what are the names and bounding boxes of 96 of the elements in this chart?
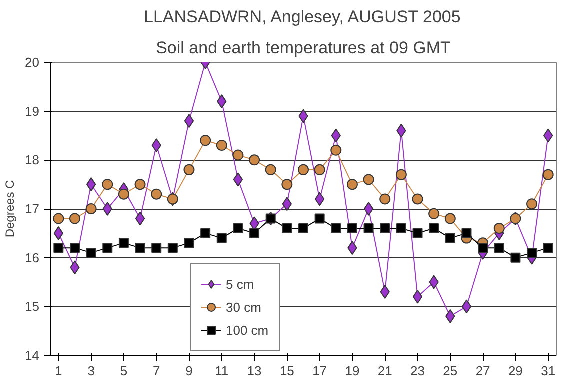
legend-label: 5 cm xyxy=(226,276,254,292)
point xyxy=(282,179,293,190)
point xyxy=(314,164,326,176)
point xyxy=(444,213,456,224)
point xyxy=(168,243,178,254)
point xyxy=(102,243,113,254)
point xyxy=(543,243,554,254)
point xyxy=(429,224,440,234)
point xyxy=(250,228,260,238)
x-tick-label: 15 xyxy=(280,364,294,378)
point xyxy=(53,213,64,224)
chart-title: LLANSADWRN, Anglesey, AUGUST 2005 xyxy=(144,8,461,26)
y-tick-label: 17 xyxy=(25,202,40,216)
point xyxy=(135,243,146,254)
point xyxy=(86,248,96,258)
point xyxy=(118,238,129,248)
point xyxy=(86,204,97,214)
point xyxy=(282,224,292,234)
x-tick-label: 29 xyxy=(508,364,523,378)
point xyxy=(363,174,374,186)
x-tick-label: 9 xyxy=(186,364,193,378)
point xyxy=(134,179,146,190)
chart-subtitle: Soil and earth temperatures at 09 GMT xyxy=(156,38,451,58)
y-axis-title: Degrees C xyxy=(3,180,18,238)
y-tick-label: 20 xyxy=(25,55,40,70)
x-tick-label: 11 xyxy=(215,364,229,378)
point xyxy=(70,243,80,254)
point xyxy=(478,243,488,254)
point xyxy=(184,238,194,248)
point xyxy=(69,213,80,224)
point xyxy=(184,114,194,128)
point xyxy=(396,169,407,180)
x-tick-label: 17 xyxy=(312,364,328,378)
point xyxy=(412,194,424,205)
x-tick-label: 5 xyxy=(120,364,128,378)
point xyxy=(200,228,211,238)
point xyxy=(232,150,244,161)
point xyxy=(330,144,342,156)
point xyxy=(200,135,212,146)
point xyxy=(331,224,342,234)
point xyxy=(233,172,244,187)
point xyxy=(494,243,504,254)
point xyxy=(445,233,456,244)
point xyxy=(428,208,440,220)
point xyxy=(494,223,505,234)
point xyxy=(462,228,472,238)
legend-label: 30 cm xyxy=(226,300,262,314)
x-tick-label: 25 xyxy=(443,364,458,378)
point xyxy=(412,228,423,238)
x-tick-label: 19 xyxy=(345,364,360,378)
x-tick-label: 1 xyxy=(55,364,62,378)
point xyxy=(364,224,374,234)
point xyxy=(216,233,227,244)
x-tick-label: 21 xyxy=(378,364,392,378)
x-tick-label: 23 xyxy=(410,364,425,378)
point xyxy=(542,169,554,180)
point xyxy=(364,202,374,216)
x-tick-label: 31 xyxy=(541,364,556,378)
x-tick-label: 13 xyxy=(247,364,262,378)
point xyxy=(298,224,308,234)
point xyxy=(462,300,472,314)
point xyxy=(396,224,406,234)
point xyxy=(184,164,195,176)
point xyxy=(346,179,358,190)
point xyxy=(510,252,521,263)
point xyxy=(314,192,325,206)
x-tick-label: 27 xyxy=(476,364,490,378)
point xyxy=(412,290,423,304)
point xyxy=(527,248,538,258)
point xyxy=(347,224,358,234)
y-tick-label: 19 xyxy=(25,104,40,119)
y-tick-label: 16 xyxy=(25,250,40,266)
point xyxy=(135,212,146,226)
point xyxy=(118,188,130,200)
point xyxy=(380,224,390,234)
point xyxy=(86,178,96,192)
point xyxy=(380,194,391,205)
x-tick-label: 7 xyxy=(152,364,160,378)
point xyxy=(152,243,162,254)
point xyxy=(233,224,244,234)
point xyxy=(216,140,228,152)
legend-label: 100 cm xyxy=(226,322,269,338)
point xyxy=(54,243,64,254)
point xyxy=(314,214,325,224)
point xyxy=(526,198,538,210)
point xyxy=(151,188,162,200)
point xyxy=(282,197,292,212)
y-tick-label: 18 xyxy=(25,152,40,168)
point xyxy=(249,154,260,166)
y-tick-label: 14 xyxy=(25,348,40,363)
point xyxy=(102,202,112,216)
y-tick-label: 15 xyxy=(25,299,40,314)
point xyxy=(265,164,276,176)
point xyxy=(298,164,309,176)
point xyxy=(102,179,114,190)
x-tick-label: 3 xyxy=(88,364,95,378)
